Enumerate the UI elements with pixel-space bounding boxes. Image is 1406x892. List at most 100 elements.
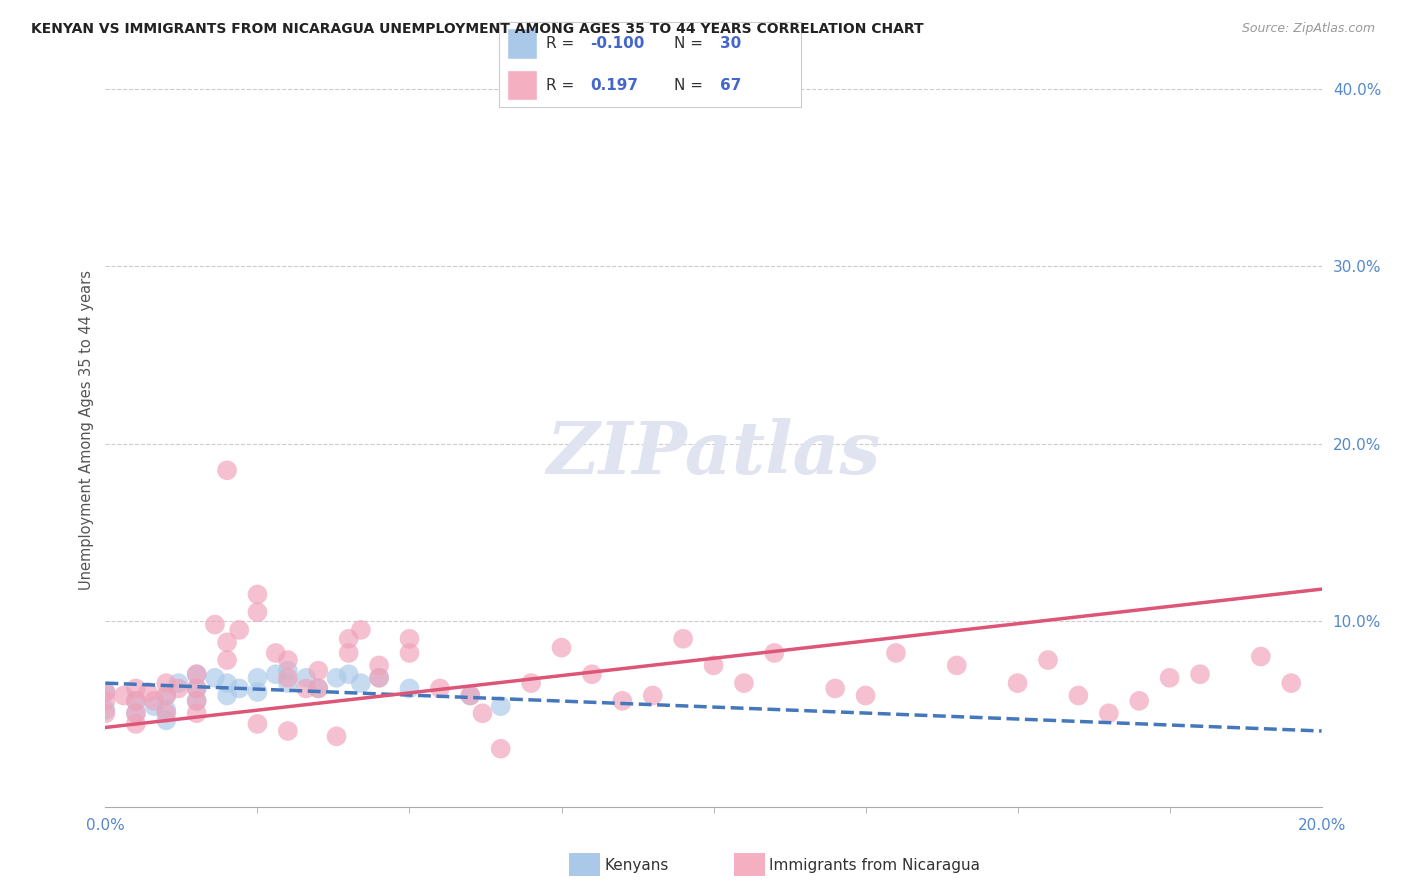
Point bbox=[489, 741, 512, 756]
Point bbox=[1159, 671, 1181, 685]
Point bbox=[136, 685, 159, 699]
Point bbox=[217, 635, 239, 649]
Point bbox=[733, 676, 755, 690]
Point bbox=[125, 694, 148, 708]
Point bbox=[155, 676, 177, 690]
Point bbox=[1279, 676, 1302, 690]
Point bbox=[264, 667, 287, 681]
Point bbox=[94, 685, 117, 699]
Point bbox=[350, 676, 373, 690]
Point bbox=[228, 623, 250, 637]
Text: 30: 30 bbox=[720, 36, 741, 51]
Point bbox=[204, 671, 226, 685]
Point bbox=[94, 703, 117, 717]
Point bbox=[155, 689, 177, 703]
Point bbox=[325, 671, 347, 685]
Point bbox=[125, 694, 148, 708]
Text: 67: 67 bbox=[720, 78, 741, 93]
Point bbox=[945, 658, 967, 673]
Point bbox=[337, 646, 360, 660]
Point bbox=[641, 689, 664, 703]
Point bbox=[350, 623, 373, 637]
Point bbox=[125, 681, 148, 696]
Point bbox=[581, 667, 603, 681]
Point bbox=[672, 632, 695, 646]
Text: ZIPatlas: ZIPatlas bbox=[547, 417, 880, 489]
Point bbox=[246, 605, 269, 619]
Point bbox=[112, 689, 135, 703]
Point bbox=[550, 640, 572, 655]
Point bbox=[1128, 694, 1150, 708]
Text: 0.197: 0.197 bbox=[591, 78, 638, 93]
Point bbox=[186, 681, 208, 696]
Point bbox=[398, 632, 420, 646]
Point bbox=[143, 694, 166, 708]
Point bbox=[94, 694, 117, 708]
Point bbox=[1067, 689, 1090, 703]
Point bbox=[277, 724, 299, 739]
Point bbox=[228, 681, 250, 696]
Point bbox=[368, 671, 391, 685]
Point bbox=[217, 689, 239, 703]
Point bbox=[217, 463, 239, 477]
Point bbox=[155, 714, 177, 728]
Point bbox=[277, 653, 299, 667]
Point bbox=[125, 706, 148, 721]
Text: N =: N = bbox=[675, 36, 709, 51]
Point bbox=[1250, 649, 1272, 664]
Point bbox=[458, 689, 481, 703]
Point bbox=[246, 685, 269, 699]
Point bbox=[186, 694, 208, 708]
Point bbox=[337, 632, 360, 646]
Point bbox=[337, 667, 360, 681]
Point bbox=[612, 694, 634, 708]
Point bbox=[167, 681, 190, 696]
Point bbox=[246, 717, 269, 731]
Point bbox=[295, 681, 318, 696]
Point bbox=[186, 667, 208, 681]
Point bbox=[458, 689, 481, 703]
Text: R =: R = bbox=[546, 36, 579, 51]
Point bbox=[155, 703, 177, 717]
Point bbox=[855, 689, 877, 703]
Point bbox=[277, 676, 299, 690]
Point bbox=[1036, 653, 1059, 667]
Point bbox=[167, 676, 190, 690]
Point bbox=[155, 689, 177, 703]
Point bbox=[471, 706, 494, 721]
Text: Kenyans: Kenyans bbox=[605, 858, 669, 873]
Point bbox=[824, 681, 846, 696]
Point bbox=[1007, 676, 1029, 690]
Text: R =: R = bbox=[546, 78, 579, 93]
Point bbox=[1188, 667, 1211, 681]
Text: -0.100: -0.100 bbox=[591, 36, 644, 51]
Point bbox=[155, 706, 177, 721]
Point bbox=[186, 667, 208, 681]
FancyBboxPatch shape bbox=[506, 29, 537, 59]
Text: Source: ZipAtlas.com: Source: ZipAtlas.com bbox=[1241, 22, 1375, 36]
Point bbox=[246, 671, 269, 685]
Point bbox=[398, 646, 420, 660]
Point bbox=[186, 706, 208, 721]
FancyBboxPatch shape bbox=[506, 70, 537, 100]
Text: KENYAN VS IMMIGRANTS FROM NICARAGUA UNEMPLOYMENT AMONG AGES 35 TO 44 YEARS CORRE: KENYAN VS IMMIGRANTS FROM NICARAGUA UNEM… bbox=[31, 22, 924, 37]
Point bbox=[702, 658, 725, 673]
Point bbox=[307, 681, 329, 696]
Point bbox=[217, 653, 239, 667]
Point bbox=[398, 681, 420, 696]
Text: Immigrants from Nicaragua: Immigrants from Nicaragua bbox=[769, 858, 980, 873]
Point bbox=[368, 671, 391, 685]
Point bbox=[429, 681, 451, 696]
Point bbox=[277, 664, 299, 678]
Point bbox=[125, 706, 148, 721]
Point bbox=[520, 676, 543, 690]
Point bbox=[307, 664, 329, 678]
Point bbox=[763, 646, 786, 660]
Text: N =: N = bbox=[675, 78, 709, 93]
Point bbox=[143, 699, 166, 714]
Point bbox=[884, 646, 907, 660]
Point bbox=[186, 694, 208, 708]
Point bbox=[307, 681, 329, 696]
Point bbox=[489, 699, 512, 714]
Point bbox=[295, 671, 318, 685]
